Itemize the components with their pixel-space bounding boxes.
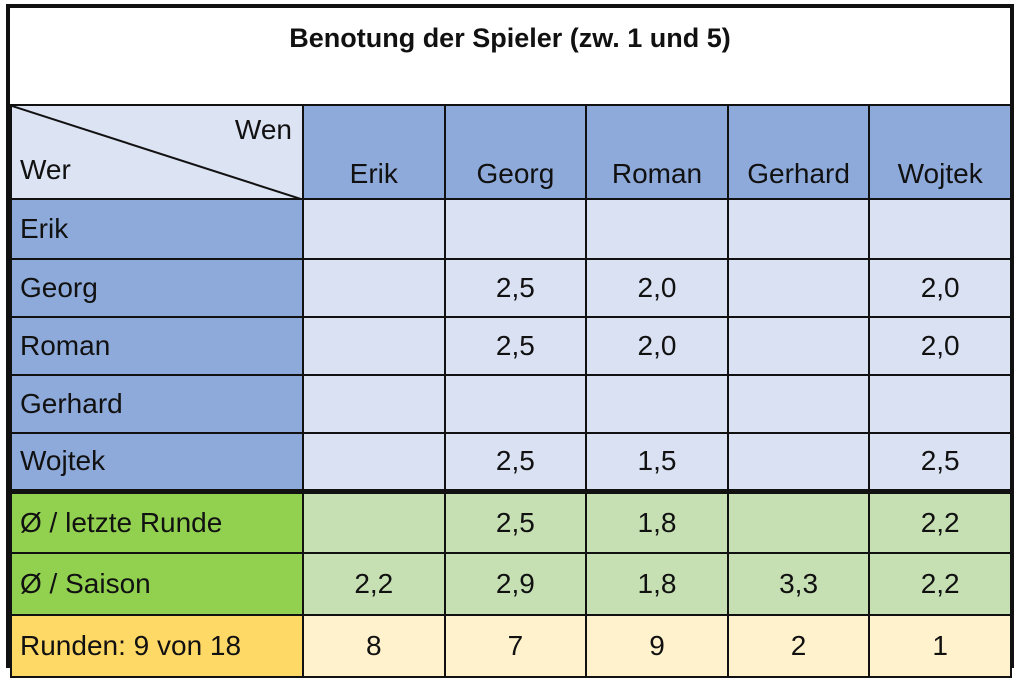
row-header-wojtek: Wojtek	[10, 432, 304, 492]
rating-sheet: Benotung der Spieler (zw. 1 und 5) Wen W…	[6, 4, 1014, 678]
average-cell: 2,5	[443, 488, 588, 554]
rating-cell	[302, 432, 446, 492]
average-cell: 3,3	[726, 552, 871, 616]
corner-cell: Wen Wer	[10, 104, 304, 200]
rounds-row: Runden: 9 von 18 8 7 9 2 1	[10, 614, 1012, 678]
average-cell: 1,8	[585, 488, 729, 554]
rating-cell: 2,0	[585, 316, 729, 376]
rating-cell	[302, 258, 446, 318]
average-cell: 2,2	[302, 552, 446, 616]
rating-cell: 2,0	[585, 258, 729, 318]
column-header-georg: Georg	[443, 104, 588, 200]
rating-cell: 2,0	[868, 258, 1012, 318]
average-cell: 2,2	[868, 552, 1012, 616]
corner-diagonal	[13, 107, 298, 197]
average-cell	[726, 488, 871, 554]
average-cell: 1,8	[585, 552, 729, 616]
row-header-georg: Georg	[10, 258, 304, 318]
rating-cell: 2,5	[868, 432, 1012, 492]
rating-cell	[726, 258, 871, 318]
rating-cell: 1,5	[585, 432, 729, 492]
rating-cell	[443, 374, 588, 434]
column-header-gerhard: Gerhard	[726, 104, 871, 200]
table-row: Georg 2,5 2,0 2,0	[10, 258, 1012, 318]
rounds-cell: 8	[302, 614, 446, 678]
rating-cell	[868, 198, 1012, 260]
rating-cell	[585, 198, 729, 260]
corner-wer-label: Wer	[20, 154, 71, 185]
rating-cell	[443, 198, 588, 260]
rating-cell: 2,5	[443, 316, 588, 376]
row-header-roman: Roman	[10, 316, 304, 376]
table-row: Erik	[10, 198, 1012, 260]
rounds-cell: 9	[585, 614, 729, 678]
table-row: Gerhard	[10, 374, 1012, 434]
last-round-average-label: Ø / letzte Runde	[10, 488, 304, 554]
rating-cell	[302, 198, 446, 260]
average-cell	[302, 488, 446, 554]
column-header-wojtek: Wojtek	[868, 104, 1012, 200]
rating-cell	[868, 374, 1012, 434]
rating-table: Wen Wer Erik Georg Roman Gerhard Wojtek …	[10, 104, 1012, 678]
rounds-cell: 2	[726, 614, 871, 678]
average-cell: 2,2	[868, 488, 1012, 554]
average-cell: 2,9	[443, 552, 588, 616]
rating-cell	[585, 374, 729, 434]
rating-cell	[726, 374, 871, 434]
rating-cell	[726, 432, 871, 492]
rounds-cell: 1	[868, 614, 1012, 678]
rounds-cell: 7	[443, 614, 588, 678]
season-average-row: Ø / Saison 2,2 2,9 1,8 3,3 2,2	[10, 552, 1012, 616]
header-row: Wen Wer Erik Georg Roman Gerhard Wojtek	[10, 104, 1012, 200]
row-header-gerhard: Gerhard	[10, 374, 304, 434]
sheet-title: Benotung der Spieler (zw. 1 und 5)	[289, 23, 731, 53]
rating-cell	[302, 316, 446, 376]
rating-cell: 2,5	[443, 258, 588, 318]
rating-cell	[302, 374, 446, 434]
table-row: Roman 2,5 2,0 2,0	[10, 316, 1012, 376]
table-row: Wojtek 2,5 1,5 2,5	[10, 432, 1012, 492]
rating-cell	[726, 198, 871, 260]
rating-cell: 2,0	[868, 316, 1012, 376]
corner-wen-label: Wen	[234, 114, 292, 145]
column-header-erik: Erik	[302, 104, 446, 200]
column-header-roman: Roman	[585, 104, 729, 200]
rounds-label: Runden: 9 von 18	[10, 614, 304, 678]
season-average-label: Ø / Saison	[10, 552, 304, 616]
last-round-average-row: Ø / letzte Runde 2,5 1,8 2,2	[10, 488, 1012, 554]
rating-cell	[726, 316, 871, 376]
row-header-erik: Erik	[10, 198, 304, 260]
rating-cell: 2,5	[443, 432, 588, 492]
